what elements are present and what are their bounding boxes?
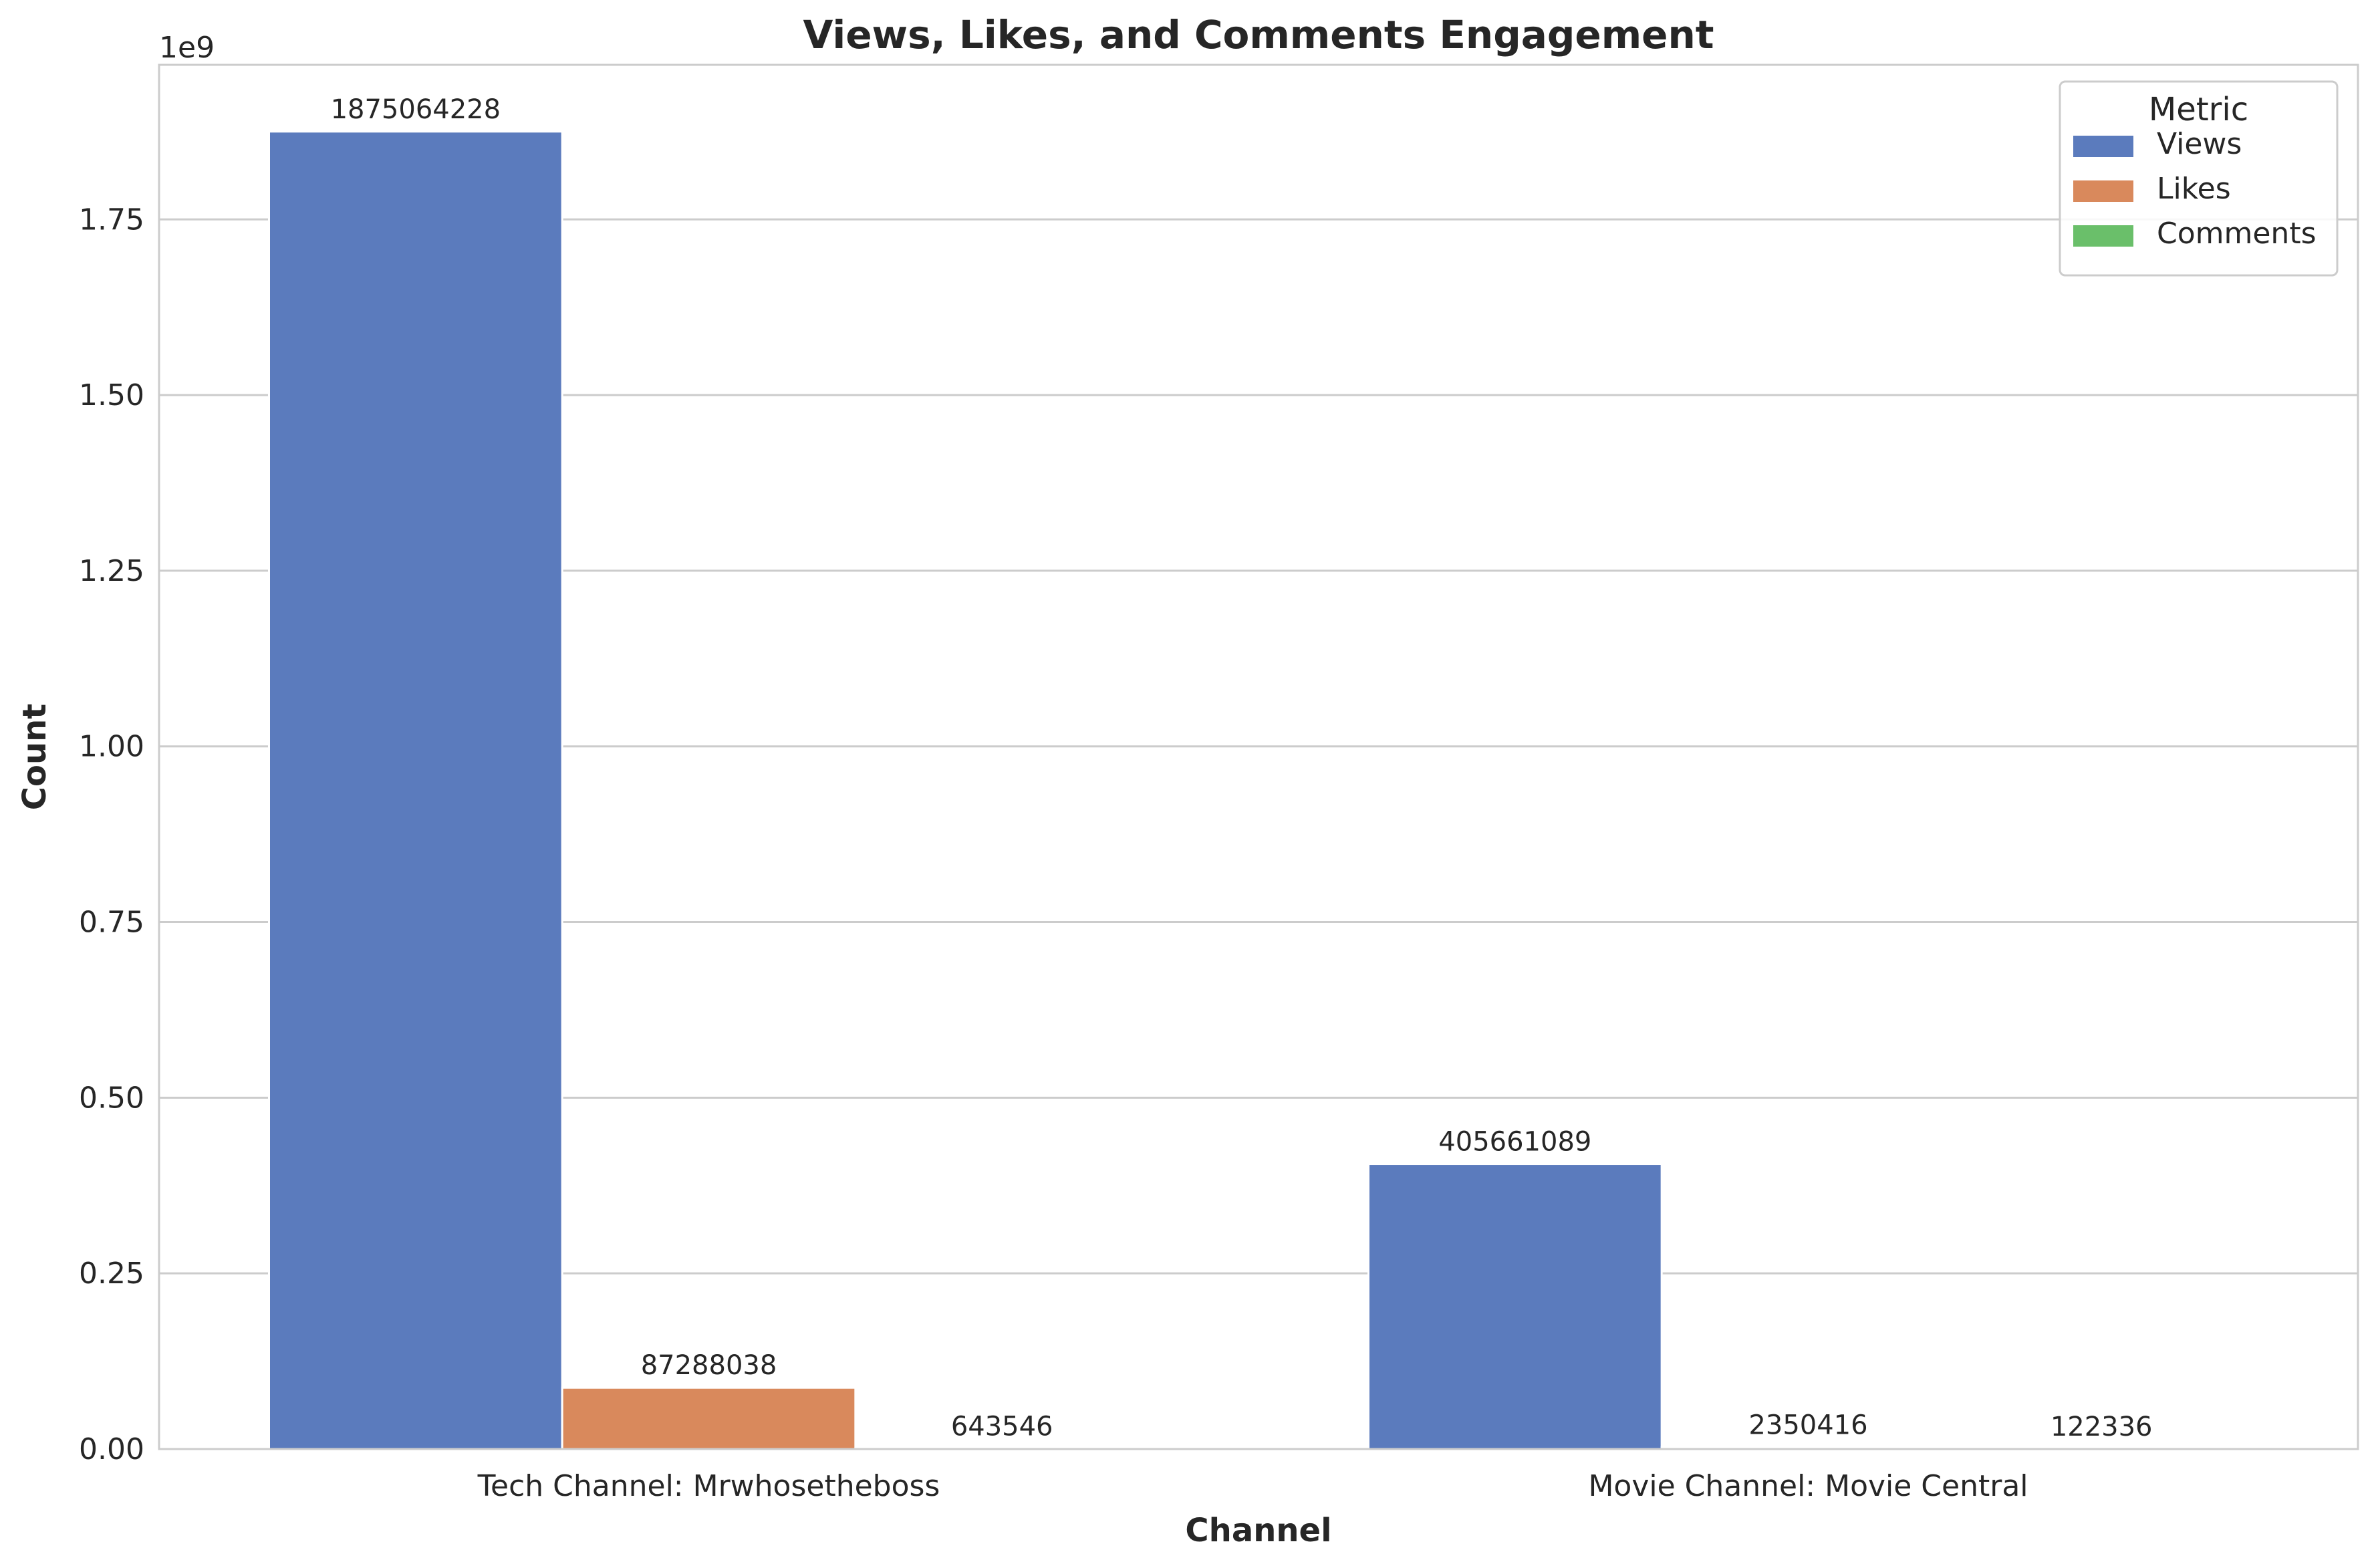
y-tick-label: 1.75 <box>79 203 144 237</box>
y-tick-label: 0.25 <box>79 1257 144 1291</box>
x-tick-labels: Tech Channel: Mrwhosetheboss Movie Channe… <box>477 1469 2028 1503</box>
bar-value-label: 1875064228 <box>331 94 501 125</box>
y-axis-label: Count <box>16 704 53 811</box>
y-tick-label: 0.75 <box>79 906 144 940</box>
y-tick-label: 1.00 <box>79 730 144 764</box>
legend-label-likes: Likes <box>2157 172 2231 206</box>
bar-views <box>268 130 563 1450</box>
legend: Metric Views Likes Comments <box>2059 80 2339 277</box>
chart-title: Views, Likes, and Comments Engagement <box>803 12 1714 57</box>
bar-value-label: 87288038 <box>641 1350 777 1381</box>
legend-title: Metric <box>2149 91 2248 128</box>
y-axis-offset-text: 1e9 <box>159 31 215 65</box>
bar-likes <box>561 1386 857 1450</box>
y-tick-label: 1.25 <box>79 554 144 588</box>
legend-items: Views Likes Comments <box>2073 127 2317 251</box>
bar-value-label: 122336 <box>2051 1412 2153 1442</box>
x-tick-label: Movie Channel: Movie Central <box>1588 1469 2028 1503</box>
x-axis-label: Channel <box>1185 1512 1331 1549</box>
legend-swatch-comments <box>2073 225 2133 247</box>
bar-value-label: 405661089 <box>1438 1127 1591 1158</box>
legend-swatch-likes <box>2073 180 2133 202</box>
y-tick-label: 0.00 <box>79 1432 144 1466</box>
legend-label-views: Views <box>2157 127 2242 161</box>
y-tick-label: 0.50 <box>79 1081 144 1115</box>
y-tick-label: 1.50 <box>79 378 144 412</box>
legend-swatch-views <box>2073 136 2133 157</box>
bars <box>268 130 2249 1450</box>
bar-value-label: 2350416 <box>1748 1410 1867 1441</box>
legend-label-comments: Comments <box>2157 217 2317 251</box>
bar-value-label: 643546 <box>951 1411 1053 1442</box>
plot-frame <box>158 63 2359 1450</box>
x-tick-label: Tech Channel: Mrwhosetheboss <box>477 1469 940 1503</box>
data-labels: 1875064228 87288038 643546 405661089 2350416… <box>331 94 2153 1442</box>
bar-views <box>1367 1163 1663 1450</box>
y-tick-labels: 0.00 0.25 0.50 0.75 1.00 1.25 1.50 1.75 <box>79 203 144 1466</box>
